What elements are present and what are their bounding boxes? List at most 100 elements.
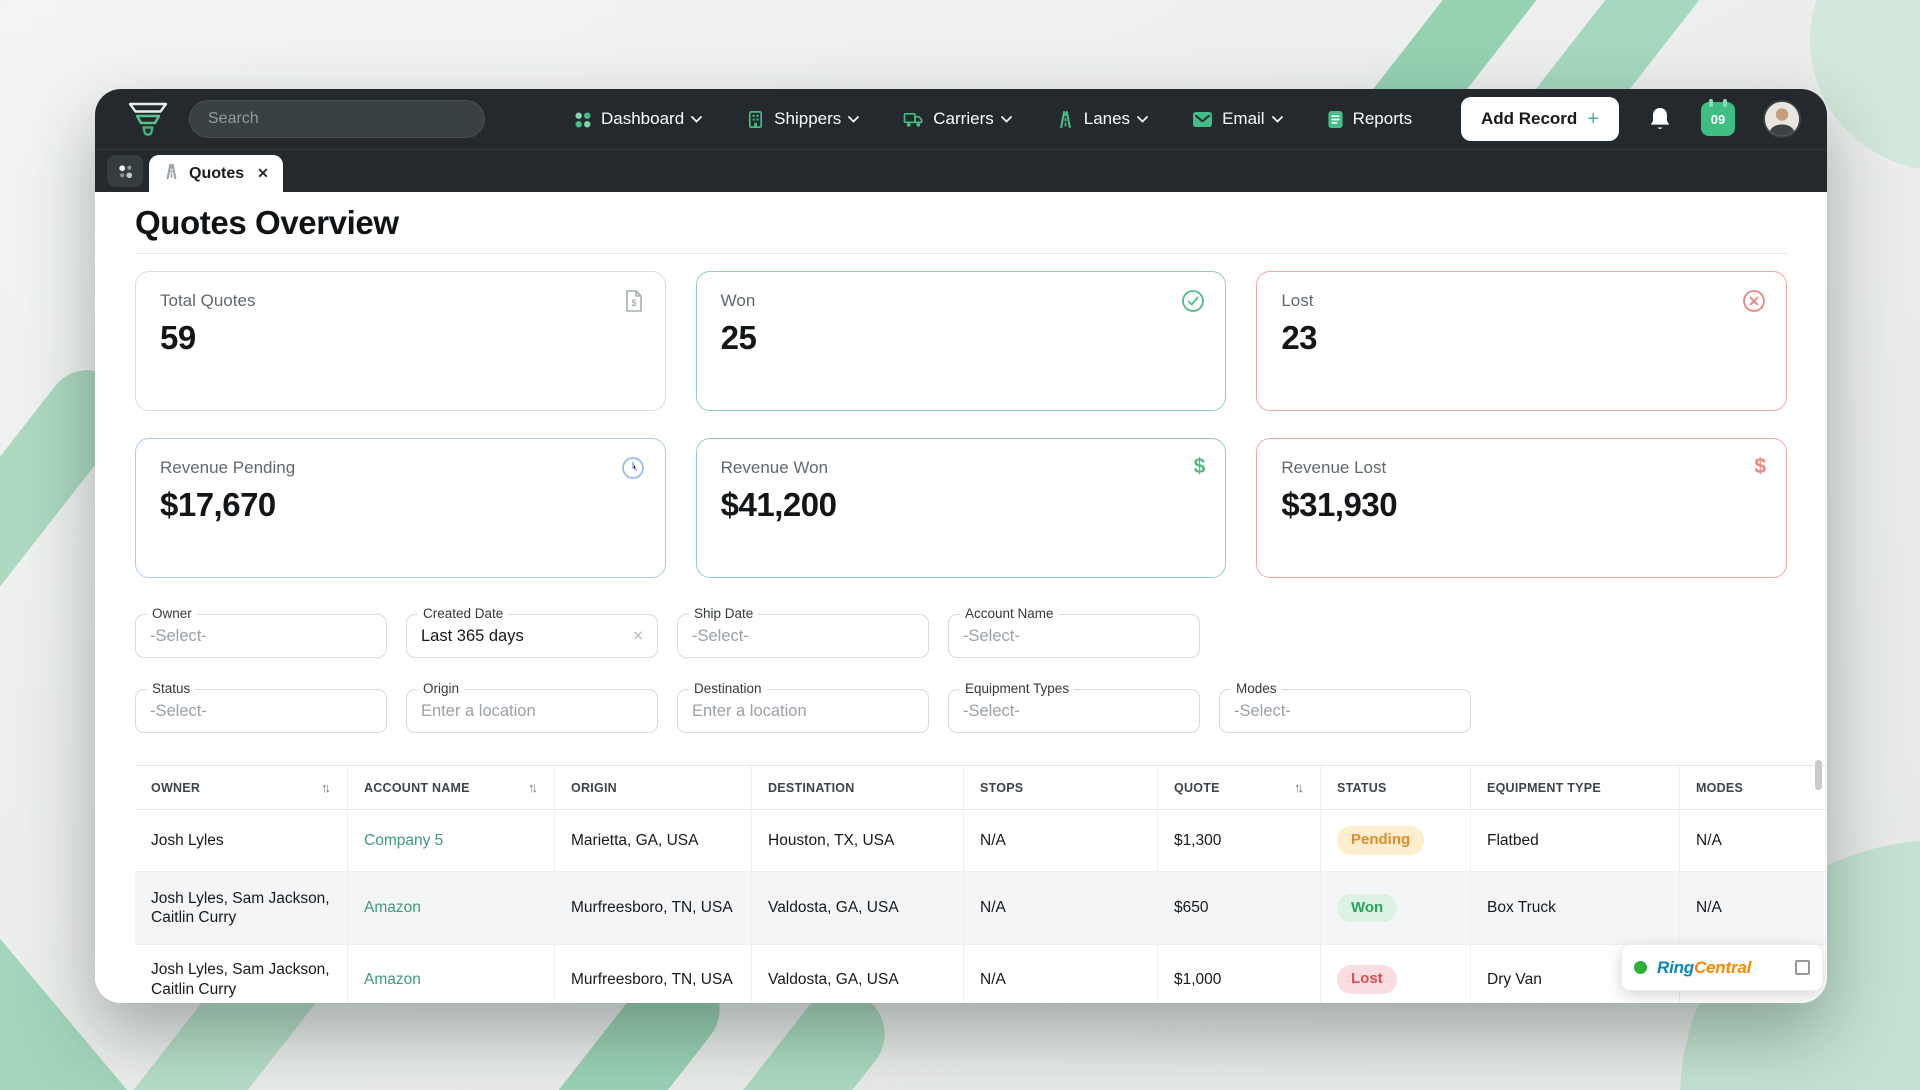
destination-input[interactable] — [678, 690, 928, 732]
stat-card-total-quotes: Total Quotes 59 $ — [135, 271, 666, 411]
table-row[interactable]: Josh Lyles, Sam Jackson, Caitlin Curry A… — [135, 872, 1827, 945]
account-name-select[interactable] — [949, 615, 1199, 657]
chevron-down-icon — [1137, 115, 1148, 123]
filter-status: Status — [135, 681, 387, 733]
apps-grid-icon[interactable] — [107, 155, 143, 187]
cell-destination: Valdosta, GA, USA — [752, 945, 964, 1003]
nav-item-lanes[interactable]: Lanes — [1056, 109, 1148, 129]
cell-origin: Marietta, GA, USA — [555, 810, 752, 871]
check-circle-icon — [1181, 289, 1205, 318]
page-title: Quotes Overview — [135, 204, 399, 241]
table-row[interactable]: Josh Lyles, Sam Jackson, Caitlin Curry A… — [135, 945, 1827, 1003]
account-link[interactable]: Company 5 — [364, 831, 444, 849]
truck-icon — [903, 110, 924, 129]
search-input[interactable] — [189, 100, 485, 138]
nav-item-email[interactable]: Email — [1192, 109, 1283, 129]
x-circle-icon — [1742, 289, 1766, 318]
nav-item-label: Shippers — [774, 109, 842, 128]
cell-owner: Josh Lyles, Sam Jackson, Caitlin Curry — [135, 945, 348, 1003]
stat-label: Lost — [1281, 291, 1314, 310]
equipment-types-select[interactable] — [949, 690, 1199, 732]
stat-value: 25 — [720, 319, 757, 356]
filter-destination: Destination — [677, 681, 929, 733]
nav-item-label: Lanes — [1083, 109, 1131, 128]
sort-icon[interactable]: ↑↓ — [528, 780, 538, 795]
sort-icon[interactable]: ↑↓ — [321, 780, 331, 795]
status-dot — [1634, 961, 1647, 974]
stat-card-revenue-won: Revenue Won $41,200 $ — [695, 438, 1227, 578]
filter-origin: Origin — [406, 681, 658, 733]
stat-value: $31,930 — [1281, 486, 1398, 523]
quote-document-icon: $ — [623, 289, 645, 318]
close-icon[interactable]: ✕ — [257, 165, 269, 181]
stat-label: Revenue Lost — [1281, 458, 1387, 477]
nav-item-label: Carriers — [933, 109, 994, 128]
status-select[interactable] — [136, 690, 386, 732]
stat-value: $17,670 — [160, 486, 276, 523]
ship-date-select[interactable] — [678, 615, 928, 657]
stat-card-won: Won 25 — [695, 271, 1227, 411]
ringcentral-widget[interactable]: RingCentral — [1621, 944, 1823, 991]
nav-item-carriers[interactable]: Carriers — [903, 109, 1012, 129]
nav-item-reports[interactable]: Reports — [1327, 109, 1412, 129]
tab-quotes[interactable]: Quotes ✕ — [149, 155, 283, 192]
report-doc-icon — [1327, 110, 1344, 129]
nav-item-shippers[interactable]: Shippers — [746, 109, 860, 129]
stat-card-revenue-pending: Revenue Pending $17,670 — [135, 438, 666, 578]
filter-account-name: Account Name — [948, 606, 1200, 658]
column-header-owner[interactable]: Owner ↑↓ — [135, 765, 348, 810]
created-date-select[interactable] — [407, 615, 657, 657]
filter-owner: Owner — [135, 606, 387, 658]
cell-quote: $1,000 — [1158, 945, 1321, 1003]
column-header-status: Status — [1321, 765, 1471, 810]
building-icon — [746, 110, 765, 129]
dollar-icon: $ — [1754, 455, 1766, 478]
widget-checkbox[interactable] — [1795, 960, 1810, 975]
tab-strip: Quotes ✕ — [95, 149, 1827, 192]
stat-label: Won — [720, 291, 756, 310]
calendar-icon[interactable]: 09 — [1701, 99, 1735, 136]
user-avatar[interactable] — [1763, 100, 1801, 138]
tab-label: Quotes — [189, 164, 245, 182]
calendar-day-badge: 09 — [1710, 111, 1726, 127]
vertical-scrollbar[interactable] — [1815, 760, 1822, 790]
column-header-modes: Modes — [1680, 765, 1827, 810]
filter-equipment-types: Equipment Types — [948, 681, 1200, 733]
account-link[interactable]: Amazon — [364, 899, 421, 917]
sort-icon[interactable]: ↑↓ — [1294, 780, 1304, 795]
filter-label: Ship Date — [689, 606, 759, 621]
chevron-down-icon — [848, 115, 860, 123]
status-badge: Pending — [1337, 826, 1425, 855]
owner-select[interactable] — [136, 615, 386, 657]
cell-modes: N/A — [1696, 831, 1722, 849]
table-row[interactable]: Josh Lyles Company 5 Marietta, GA, USA H… — [135, 810, 1827, 872]
cell-origin: Murfreesboro, TN, USA — [555, 872, 752, 944]
clear-filter-icon[interactable]: ✕ — [632, 627, 644, 644]
funnel-logo-icon[interactable] — [125, 99, 171, 139]
stat-cards: Total Quotes 59 $ Won 25 Lost 23 — [135, 271, 1787, 578]
chevron-down-icon — [691, 115, 703, 123]
cell-modes: N/A — [1696, 899, 1722, 917]
nav-menu: Dashboard Shippers Carriers — [573, 109, 1412, 129]
nav-item-dashboard[interactable]: Dashboard — [573, 109, 703, 129]
modes-select[interactable] — [1220, 690, 1470, 732]
account-link[interactable]: Amazon — [364, 970, 421, 988]
add-record-button[interactable]: Add Record + — [1460, 97, 1619, 141]
cell-equipment: Box Truck — [1471, 872, 1680, 944]
road-icon — [1056, 110, 1075, 129]
quotes-table: Owner ↑↓ Account Name ↑↓ Origin Destinatio… — [135, 765, 1827, 1003]
cell-owner: Josh Lyles, Sam Jackson, Caitlin Curry — [135, 872, 348, 944]
stat-card-revenue-lost: Revenue Lost $31,930 $ — [1256, 438, 1787, 578]
notifications-bell-icon[interactable] — [1647, 105, 1673, 133]
stat-value: $41,200 — [720, 486, 837, 523]
filter-label: Owner — [147, 606, 197, 621]
stat-label: Revenue Pending — [160, 458, 296, 477]
column-header-account-name[interactable]: Account Name ↑↓ — [348, 765, 555, 810]
status-badge: Won — [1337, 893, 1398, 923]
cell-stops: N/A — [964, 945, 1158, 1003]
origin-input[interactable] — [407, 690, 657, 732]
column-header-quote[interactable]: Quote ↑↓ — [1158, 765, 1321, 810]
envelope-icon — [1192, 111, 1213, 128]
filter-label: Origin — [418, 681, 465, 696]
cell-quote: $1,300 — [1158, 810, 1321, 871]
